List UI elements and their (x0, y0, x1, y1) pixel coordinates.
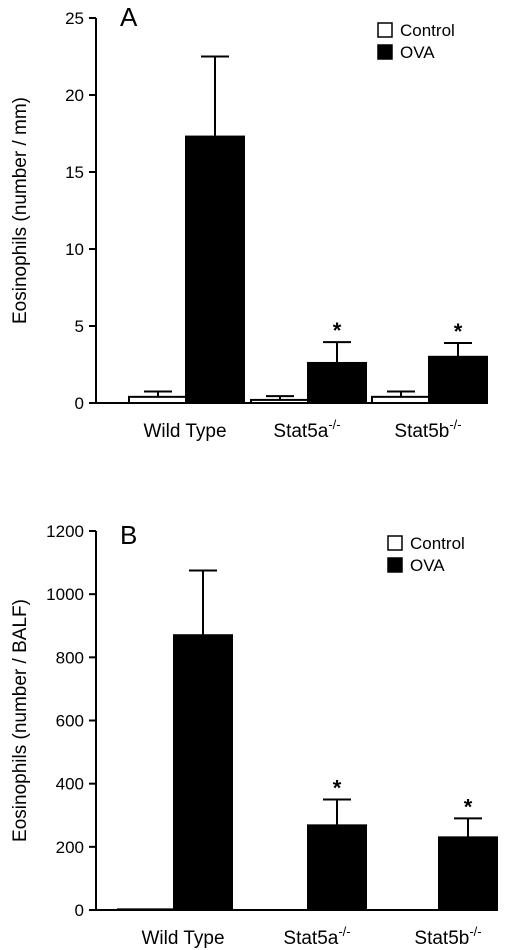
significance-marker: * (333, 318, 342, 343)
category-name: Wild Type (143, 421, 226, 442)
y-tick-label: 5 (75, 317, 84, 336)
legend-swatch-ova (387, 557, 403, 573)
category-superscript: -/- (469, 924, 481, 939)
legend-label-ova: OVA (400, 43, 435, 62)
y-tick-label: 20 (65, 86, 84, 105)
bar-control (250, 398, 310, 405)
y-axis-label: Eosinophils (number / mm) (10, 97, 31, 324)
category-name: Stat5a (273, 421, 328, 442)
y-tick-label: 200 (56, 838, 84, 857)
bar-control (117, 908, 177, 912)
bar-ova (307, 824, 367, 912)
category-label: Wild Type (143, 421, 226, 442)
bar-ova (307, 361, 367, 404)
category-superscript: -/- (328, 417, 340, 432)
bar-ova (173, 634, 233, 911)
significance-marker: * (464, 794, 473, 819)
panel-label: A (120, 2, 138, 32)
legend-swatch-control (377, 22, 393, 38)
y-axis-label: Eosinophils (number / BALF) (10, 599, 31, 842)
y-tick-label: 800 (56, 648, 84, 667)
y-tick-label: 600 (56, 712, 84, 731)
category-label: Stat5a-/- (283, 924, 350, 949)
legend-swatch-ova (377, 44, 393, 60)
category-name: Stat5b (394, 421, 449, 442)
chart-panel-b: 0 200 400 600 800 1000 1200 Eosinophils (number… (10, 520, 498, 949)
bar-ova (185, 135, 245, 405)
category-superscript: -/- (338, 924, 350, 939)
category-name: Wild Type (141, 928, 224, 949)
y-tick-label: 0 (75, 394, 84, 413)
category-label: Stat5a-/- (273, 417, 340, 442)
legend-label-ova: OVA (410, 556, 445, 575)
category-label: Stat5b-/- (414, 924, 481, 949)
panel-label: B (120, 520, 137, 550)
y-tick-label: 15 (65, 163, 84, 182)
y-tick-label: 400 (56, 775, 84, 794)
legend-swatch-control (387, 535, 403, 551)
category-superscript: -/- (449, 417, 461, 432)
bar-control (128, 395, 188, 404)
category-name: Stat5b (414, 928, 469, 949)
legend-label-control: Control (400, 21, 455, 40)
category-label: Wild Type (141, 928, 224, 949)
y-tick-label: 0 (75, 901, 84, 920)
legend-label-control: Control (410, 534, 465, 553)
bar-ova (438, 836, 498, 912)
significance-marker: * (333, 775, 342, 800)
bar-ova (428, 355, 488, 404)
y-tick-label: 1200 (46, 522, 84, 541)
y-tick-label: 25 (65, 9, 84, 28)
category-name: Stat5a (283, 928, 338, 949)
significance-marker: * (454, 319, 463, 344)
chart-panel-a: 0 5 10 15 20 25 Eosinophils (number / mm) A * * Wi… (10, 2, 488, 442)
y-tick-label: 1000 (46, 585, 84, 604)
bar-control (371, 395, 431, 404)
y-tick-label: 10 (65, 240, 84, 259)
category-label: Stat5b-/- (394, 417, 461, 442)
